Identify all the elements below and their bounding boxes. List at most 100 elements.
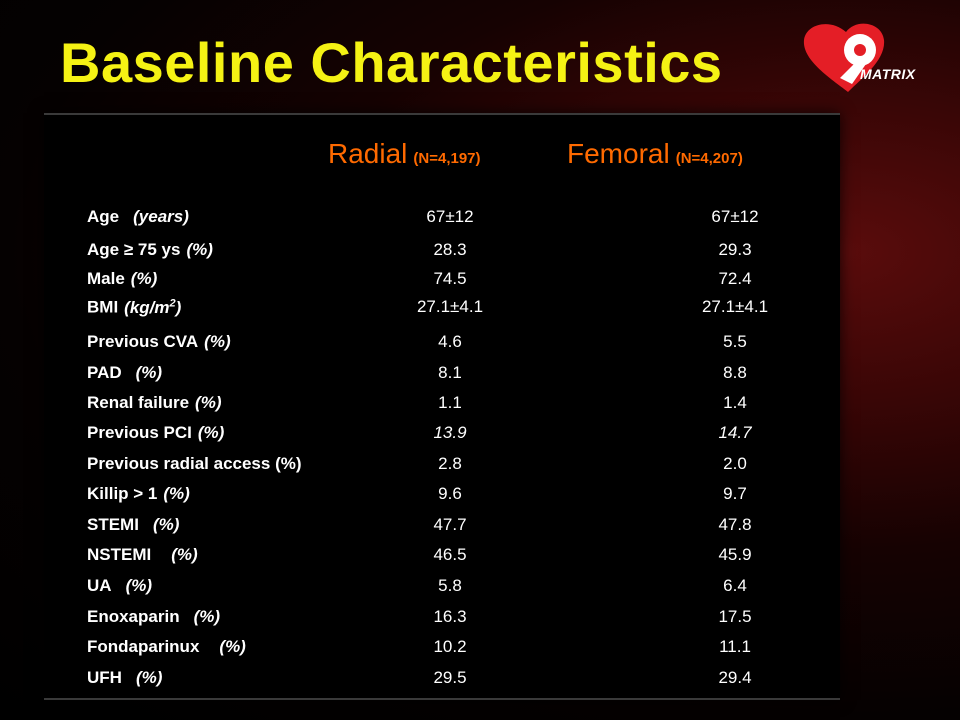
row-label-text: BMI	[87, 297, 119, 317]
row-unit: (%)	[186, 240, 213, 259]
row-unit: (%)	[193, 607, 221, 626]
femoral-value: 47.8	[718, 515, 752, 534]
row-label-text: Age	[87, 207, 120, 226]
row-label: UA (%)	[87, 576, 152, 596]
femoral-value: 29.4	[718, 668, 752, 687]
femoral-value: 67±12	[711, 207, 759, 226]
row-label: BMI (kg/m2)	[87, 297, 181, 318]
femoral-value: 17.5	[718, 607, 752, 626]
row-label-text: UFH	[87, 668, 122, 687]
femoral-value: 1.4	[723, 393, 747, 412]
row-label: UFH (%)	[87, 668, 162, 688]
row-unit-open: (kg/m	[124, 297, 170, 317]
femoral-value: 45.9	[718, 545, 752, 564]
table-row: PAD (%) 8.1 8.8	[0, 363, 960, 389]
row-unit: (kg/m2)	[124, 297, 182, 317]
radial-value: 46.5	[433, 545, 467, 564]
radial-value: 27.1±4.1	[416, 297, 484, 316]
row-label: Fondaparinux (%)	[87, 637, 246, 657]
row-label-text: PAD	[87, 363, 122, 382]
column-header-radial-n: (N=4,197)	[413, 150, 481, 167]
row-label-text: Age ≥ 75 ys	[87, 240, 181, 259]
row-label: Previous PCI (%)	[87, 423, 224, 443]
column-header-femoral-name: Femoral	[567, 138, 670, 169]
row-label-text: Male	[87, 269, 125, 288]
row-unit: (%)	[163, 484, 190, 503]
row-label: Previous CVA (%)	[87, 332, 231, 352]
femoral-value: 6.4	[723, 576, 747, 595]
radial-value: 9.6	[438, 484, 462, 503]
column-header-radial: Radial (N=4,197)	[328, 138, 481, 170]
row-unit: (%)	[152, 515, 180, 534]
row-unit: (%)	[135, 363, 163, 382]
row-unit: (%)	[125, 576, 153, 595]
table-row: Male (%) 74.5 72.4	[0, 269, 960, 295]
column-header-femoral: Femoral (N=4,207)	[567, 138, 743, 170]
logo-text: MATRIX	[860, 66, 916, 82]
femoral-value: 9.7	[723, 484, 747, 503]
row-label-text: NSTEMI	[87, 545, 152, 564]
row-label: PAD (%)	[87, 363, 162, 383]
table-row: Previous radial access (%) 2.8 2.0	[0, 454, 960, 480]
femoral-value: 72.4	[718, 269, 752, 288]
table-row: Killip > 1 (%) 9.6 9.7	[0, 484, 960, 510]
radial-value: 28.3	[433, 240, 467, 259]
column-header-radial-name: Radial	[328, 138, 408, 169]
femoral-value: 14.7	[718, 423, 752, 442]
table-row: Age (years) 67±12 67±12	[0, 207, 960, 233]
radial-value: 74.5	[433, 269, 467, 288]
table-row: STEMI (%) 47.7 47.8	[0, 515, 960, 541]
row-label: Previous radial access (%)	[87, 454, 302, 474]
radial-value: 5.8	[438, 576, 462, 595]
row-unit: (years)	[133, 207, 189, 226]
table-row: NSTEMI (%) 46.5 45.9	[0, 545, 960, 571]
row-unit: (%)	[195, 393, 222, 412]
row-label: STEMI (%)	[87, 515, 179, 535]
row-label: Renal failure (%)	[87, 393, 222, 413]
row-label: NSTEMI (%)	[87, 545, 198, 565]
table-row: Age ≥ 75 ys (%) 28.3 29.3	[0, 240, 960, 266]
row-label: Killip > 1 (%)	[87, 484, 190, 504]
row-label-text: Previous radial access (%)	[87, 454, 302, 473]
row-label: Enoxaparin (%)	[87, 607, 220, 627]
row-unit-close: )	[175, 297, 182, 317]
row-label-text: STEMI	[87, 515, 139, 534]
row-label-text: Renal failure	[87, 393, 190, 412]
radial-value: 29.5	[433, 668, 467, 687]
femoral-value: 29.3	[718, 240, 752, 259]
slide-title: Baseline Characteristics	[60, 31, 723, 94]
table-row: UFH (%) 29.5 29.4	[0, 668, 960, 694]
table-row: BMI (kg/m2) 27.1±4.1 27.1±4.1	[0, 297, 960, 323]
radial-value: 10.2	[433, 637, 467, 656]
femoral-value: 11.1	[719, 637, 751, 656]
row-label-text: Killip > 1	[87, 484, 158, 503]
row-unit: (%)	[204, 332, 231, 351]
row-label: Male (%)	[87, 269, 157, 289]
radial-value: 13.9	[433, 423, 467, 442]
femoral-value: 8.8	[723, 363, 747, 382]
radial-value: 2.8	[438, 454, 462, 473]
table-row: Renal failure (%) 1.1 1.4	[0, 393, 960, 419]
row-unit: (%)	[219, 637, 246, 656]
table-row: Fondaparinux (%) 10.2 11.1	[0, 637, 960, 663]
row-unit-sup: 2	[169, 297, 176, 309]
logo-red-dot	[854, 44, 866, 56]
radial-value: 8.1	[438, 363, 462, 382]
table-row: UA (%) 5.8 6.4	[0, 576, 960, 602]
row-label-text: Enoxaparin	[87, 607, 180, 626]
logo-swoosh	[840, 60, 866, 84]
table-panel	[44, 113, 840, 700]
row-label-text: Fondaparinux	[87, 637, 200, 656]
radial-value: 67±12	[426, 207, 474, 226]
femoral-value: 5.5	[723, 332, 747, 351]
radial-value: 16.3	[433, 607, 467, 626]
row-unit: (%)	[197, 423, 225, 442]
radial-value: 4.6	[438, 332, 462, 351]
femoral-value: 2.0	[723, 454, 747, 473]
matrix-heart-logo	[803, 23, 885, 93]
table-row: Previous PCI (%) 13.9 14.7	[0, 423, 960, 449]
row-unit: (%)	[130, 269, 158, 288]
femoral-value: 27.1±4.1	[701, 297, 769, 316]
column-header-femoral-n: (N=4,207)	[675, 150, 743, 167]
table-row: Enoxaparin (%) 16.3 17.5	[0, 607, 960, 633]
